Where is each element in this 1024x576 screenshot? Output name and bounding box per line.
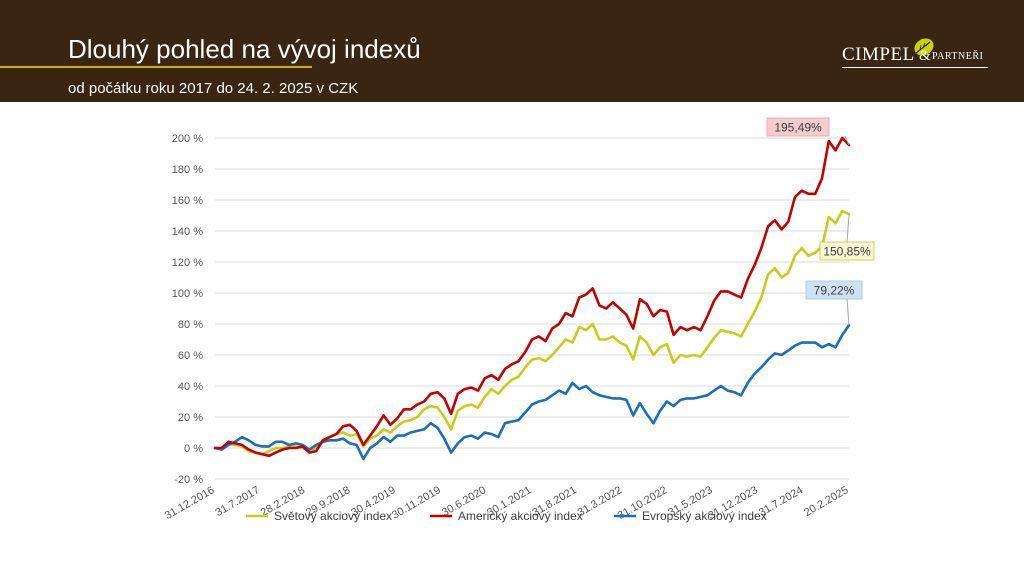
logo-amp: & <box>919 48 931 64</box>
leaf-icon <box>914 38 934 56</box>
x-tick-label: 20.2.2025 <box>802 484 850 519</box>
y-tick-label: 200 % <box>172 133 203 145</box>
callout-value: 195,49% <box>774 121 822 135</box>
y-grid <box>215 137 849 480</box>
callout-value: 79,22% <box>814 284 855 298</box>
series-line-0 <box>213 209 851 456</box>
y-tick-label: 180 % <box>172 164 203 176</box>
y-tick-label: 160 % <box>172 195 203 207</box>
callout-box <box>805 280 863 300</box>
title-underline <box>0 66 312 68</box>
logo-suffix: PARTNEŘI <box>932 51 984 62</box>
end-labels: 150,85% 195,49% 79,22% <box>766 117 875 326</box>
y-tick-label: 0 % <box>184 443 203 455</box>
legend-label: Evropský akciový index <box>642 509 767 523</box>
y-tick-label: -20 % <box>174 474 203 486</box>
legend-label: Světový akciový index <box>274 509 392 523</box>
company-logo: CIMPEL & PARTNEŘI <box>842 38 992 72</box>
logo-name: CIMPEL <box>842 44 915 65</box>
y-tick-label: 140 % <box>172 226 203 238</box>
series-lines <box>213 136 851 461</box>
callout-box <box>819 241 875 261</box>
logo-underline <box>842 67 988 68</box>
page-subtitle: od počátku roku 2017 do 24. 2. 2025 v CZ… <box>68 80 359 97</box>
legend-label: Americký akciový index <box>458 509 583 523</box>
y-tick-label: 60 % <box>178 350 203 362</box>
callout-box <box>766 117 830 137</box>
y-tick-label: 100 % <box>172 288 203 300</box>
callout-leader <box>844 135 850 146</box>
y-tick-label: 40 % <box>178 381 203 393</box>
series-line-2 <box>213 323 851 461</box>
y-tick-label: 20 % <box>178 412 203 424</box>
y-tick-label: 80 % <box>178 319 203 331</box>
line-chart: -20 % 0 % 20 % 40 % 60 % 80 % 100 % 120 % 140 % 1… <box>163 117 875 523</box>
callout-leader <box>846 298 850 326</box>
callout-leader <box>846 214 850 243</box>
y-axis-ticks: -20 % 0 % 20 % 40 % 60 % 80 % 100 % 120 % 140 % 1… <box>172 133 203 486</box>
header-bar: Dlouhý pohled na vývoj indexů od počátku… <box>0 0 1024 102</box>
callout-value: 150,85% <box>823 245 871 259</box>
x-tick-label: 31.7.2017 <box>213 484 261 519</box>
y-tick-label: 120 % <box>172 257 203 269</box>
x-tick-label: 31.12.2016 <box>163 484 217 522</box>
legend: Světový akciový index Americký akciový in… <box>246 509 767 523</box>
series-line-1 <box>213 136 851 458</box>
page-title: Dlouhý pohled na vývoj indexů <box>68 34 421 64</box>
